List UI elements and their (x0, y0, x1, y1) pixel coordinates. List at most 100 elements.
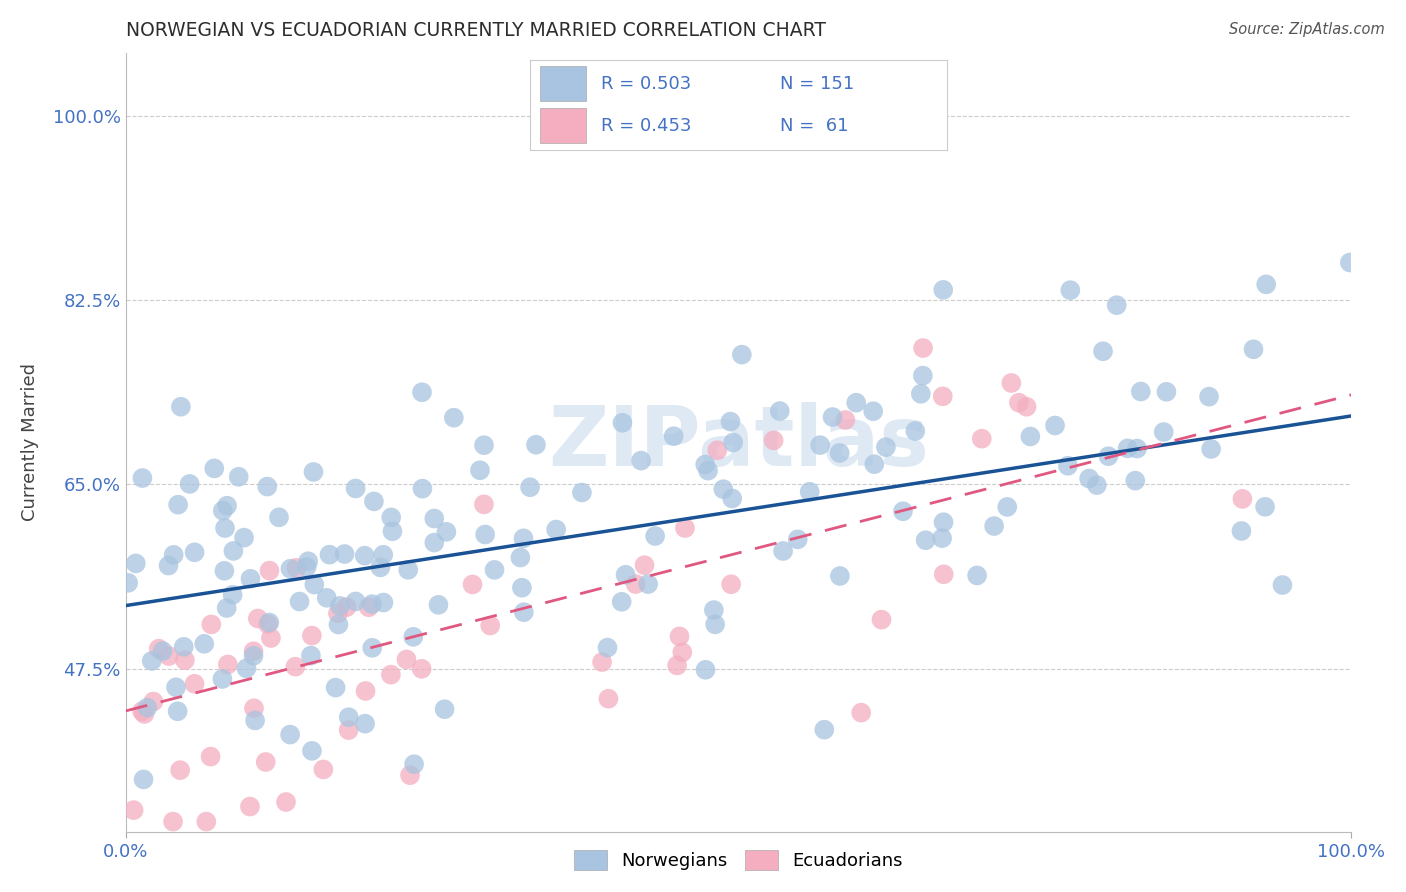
Point (423, 535, 446, 549)
Point (337, 710, 360, 724)
Text: NORWEGIAN VS ECUADORIAN CURRENTLY MARRIED CORRELATION CHART: NORWEGIAN VS ECUADORIAN CURRENTLY MARRIE… (125, 21, 825, 40)
Point (404, 757, 426, 772)
Point (260, 631, 283, 645)
Point (662, 429, 685, 443)
Point (242, 644, 264, 658)
Point (598, 691, 620, 706)
Point (1085, 478, 1108, 492)
Point (361, 640, 384, 655)
Point (302, 465, 325, 479)
Point (731, 348, 754, 362)
Point (299, 648, 322, 663)
Point (828, 446, 851, 460)
Legend: Norwegians, Ecuadorians: Norwegians, Ecuadorians (567, 842, 910, 878)
Point (1254, 500, 1277, 514)
Point (1008, 395, 1031, 409)
Point (932, 389, 955, 403)
Point (380, 667, 402, 681)
Point (1000, 376, 1022, 390)
Point (152, 644, 174, 658)
Point (695, 458, 717, 472)
Point (932, 567, 955, 582)
Point (297, 554, 319, 568)
Point (970, 432, 993, 446)
Point (703, 603, 725, 617)
Point (370, 560, 392, 574)
Point (165, 680, 187, 694)
Point (318, 548, 340, 562)
Point (695, 663, 717, 677)
Point (1198, 390, 1220, 404)
Point (337, 723, 360, 738)
Point (344, 482, 367, 496)
Point (813, 723, 835, 737)
Point (610, 595, 633, 609)
Point (1156, 384, 1178, 399)
Point (931, 531, 953, 545)
Point (221, 588, 243, 602)
Point (434, 524, 457, 539)
Point (1105, 298, 1128, 312)
Point (344, 594, 367, 608)
Point (1078, 471, 1101, 485)
Point (239, 572, 262, 586)
Point (1097, 449, 1119, 463)
Point (256, 479, 278, 493)
Point (1015, 400, 1038, 414)
Point (285, 561, 308, 575)
Point (911, 368, 934, 383)
Point (845, 395, 868, 409)
Point (411, 385, 433, 400)
Point (193, 637, 215, 651)
Point (614, 567, 637, 582)
Point (1019, 429, 1042, 443)
Point (304, 577, 326, 591)
Point (259, 564, 281, 578)
Point (136, 700, 159, 714)
Point (141, 654, 163, 668)
Point (904, 424, 927, 438)
Point (284, 659, 307, 673)
Point (932, 515, 955, 529)
Point (354, 684, 377, 698)
Point (380, 510, 402, 524)
Point (363, 494, 385, 508)
Point (1057, 458, 1080, 473)
Point (591, 655, 613, 669)
Point (799, 484, 821, 499)
Point (373, 548, 395, 562)
Point (828, 569, 851, 583)
Point (472, 438, 495, 452)
Text: ZIPatlas: ZIPatlas (548, 401, 929, 483)
Point (173, 640, 195, 654)
Point (166, 704, 188, 718)
Point (179, 477, 201, 491)
Point (239, 799, 262, 814)
Point (163, 548, 186, 562)
Point (891, 504, 914, 518)
Point (671, 645, 693, 659)
Point (134, 706, 156, 721)
Point (131, 704, 153, 718)
Point (254, 755, 277, 769)
Point (402, 630, 425, 644)
Point (762, 434, 785, 448)
Point (571, 485, 593, 500)
Point (721, 491, 744, 506)
Point (1129, 384, 1152, 399)
Text: Source: ZipAtlas.com: Source: ZipAtlas.com (1229, 22, 1385, 37)
Point (301, 744, 323, 758)
Point (612, 416, 634, 430)
Point (673, 521, 696, 535)
Point (519, 480, 541, 494)
Point (644, 529, 666, 543)
Point (288, 594, 311, 608)
Point (329, 599, 352, 613)
Point (1271, 578, 1294, 592)
Point (772, 544, 794, 558)
Point (267, 510, 290, 524)
Point (624, 577, 647, 591)
Point (706, 443, 728, 458)
Point (326, 607, 349, 621)
Point (200, 749, 222, 764)
